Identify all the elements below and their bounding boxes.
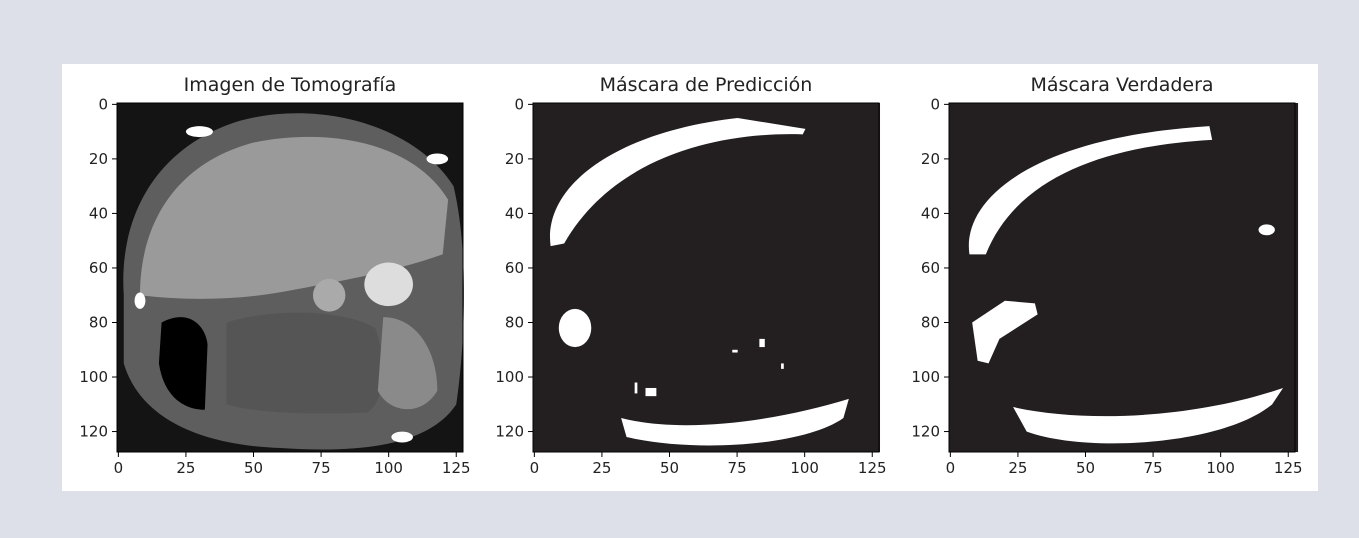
x-tick-label: 75 — [728, 459, 747, 477]
y-tick-label: 20 — [505, 150, 524, 168]
y-tick-label: 100 — [495, 368, 524, 386]
y-tick-label: 0 — [514, 95, 524, 113]
chart-title: Imagen de Tomografía — [184, 74, 397, 96]
y-tick-label: 60 — [89, 259, 108, 277]
y-tick-label: 80 — [89, 313, 108, 331]
x-tick-label: 75 — [1144, 459, 1163, 477]
x-tick-label: 100 — [374, 459, 403, 477]
x-tick-label: 125 — [442, 459, 471, 477]
x-tick-label: 25 — [1008, 459, 1027, 477]
x-tick-label: 125 — [1274, 459, 1303, 477]
true-mask — [949, 103, 1298, 452]
x-tick-label: 75 — [312, 459, 331, 477]
y-tick-label: 60 — [505, 259, 524, 277]
y-tick-label: 120 — [911, 423, 940, 441]
x-tick-label: 125 — [858, 459, 887, 477]
y-tick-label: 120 — [495, 423, 524, 441]
x-tick-label: 100 — [790, 459, 819, 477]
x-tick-label: 25 — [592, 459, 611, 477]
y-tick-label: 60 — [921, 259, 940, 277]
x-tick-label: 0 — [530, 459, 540, 477]
x-tick-label: 0 — [114, 459, 124, 477]
x-tick-label: 100 — [1206, 459, 1235, 477]
x-tick-label: 50 — [244, 459, 263, 477]
y-tick-label: 40 — [505, 204, 524, 222]
y-tick-label: 0 — [98, 95, 108, 113]
y-tick-label: 20 — [921, 150, 940, 168]
y-tick-label: 20 — [89, 150, 108, 168]
chart-title: Máscara Verdadera — [1030, 74, 1213, 96]
chart-title: Máscara de Predicción — [600, 74, 813, 96]
prediction-mask — [533, 103, 880, 452]
x-tick-label: 0 — [946, 459, 956, 477]
ct-image — [117, 103, 464, 452]
y-tick-label: 120 — [79, 423, 108, 441]
x-tick-label: 25 — [176, 459, 195, 477]
y-tick-label: 100 — [79, 368, 108, 386]
y-tick-label: 0 — [930, 95, 940, 113]
x-tick-label: 50 — [660, 459, 679, 477]
x-tick-label: 50 — [1076, 459, 1095, 477]
y-tick-label: 80 — [921, 313, 940, 331]
page: {"chart_data": [ {"type": "image", "titl… — [0, 0, 1359, 538]
y-tick-label: 80 — [505, 313, 524, 331]
y-tick-label: 40 — [921, 204, 940, 222]
figure: Imagen de Tomografía 0 25 50 75 100 125 0 20 40 60… — [0, 0, 1359, 538]
y-tick-label: 40 — [89, 204, 108, 222]
y-tick-label: 100 — [911, 368, 940, 386]
